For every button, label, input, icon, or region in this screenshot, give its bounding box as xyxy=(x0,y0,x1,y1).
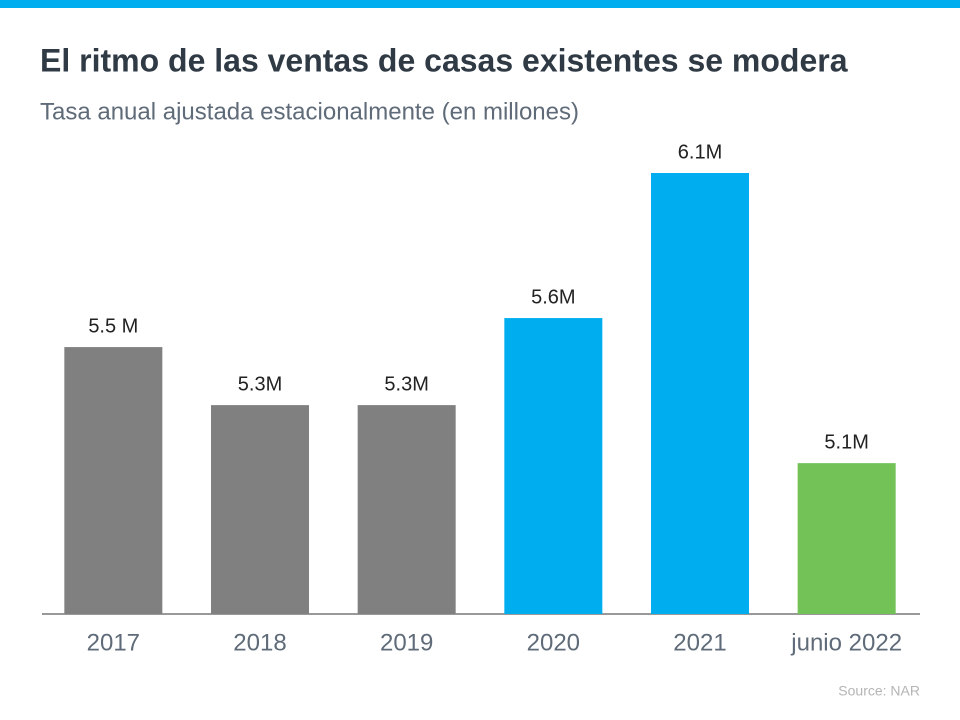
source: Source: NAR xyxy=(838,683,920,699)
value-label: 5.3M xyxy=(384,373,428,395)
bar xyxy=(64,347,163,614)
chart-subtitle: Tasa anual ajustada estacionalmente (en … xyxy=(40,98,579,125)
value-label: 5.5 M xyxy=(88,315,138,337)
bar xyxy=(651,173,749,615)
bar xyxy=(357,405,456,614)
chart-title: El ritmo de las ventas de casas existent… xyxy=(40,42,848,78)
x-tick-label: 2017 xyxy=(87,629,140,656)
bar xyxy=(211,405,309,614)
bar xyxy=(504,318,603,614)
x-tick-label: 2020 xyxy=(527,629,580,656)
x-tick-label: 2021 xyxy=(673,629,726,656)
x-tick-label: 2018 xyxy=(233,629,286,656)
bar xyxy=(797,463,896,614)
x-tick-label: junio 2022 xyxy=(790,629,902,656)
value-label: 5.6M xyxy=(531,286,575,308)
value-label: 5.3M xyxy=(238,373,282,395)
value-label: 6.1M xyxy=(678,141,722,163)
x-tick-label: 2019 xyxy=(380,629,433,656)
value-label: 5.1M xyxy=(824,431,868,453)
top-strip xyxy=(0,0,960,8)
